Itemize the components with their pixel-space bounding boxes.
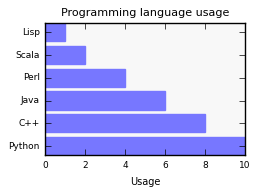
Bar xyxy=(45,91,165,110)
Bar xyxy=(45,69,125,87)
Bar xyxy=(45,23,65,42)
Bar xyxy=(45,114,205,132)
Bar xyxy=(45,46,85,64)
X-axis label: Usage: Usage xyxy=(130,177,160,187)
Bar xyxy=(45,137,245,155)
Title: Programming language usage: Programming language usage xyxy=(61,8,229,18)
